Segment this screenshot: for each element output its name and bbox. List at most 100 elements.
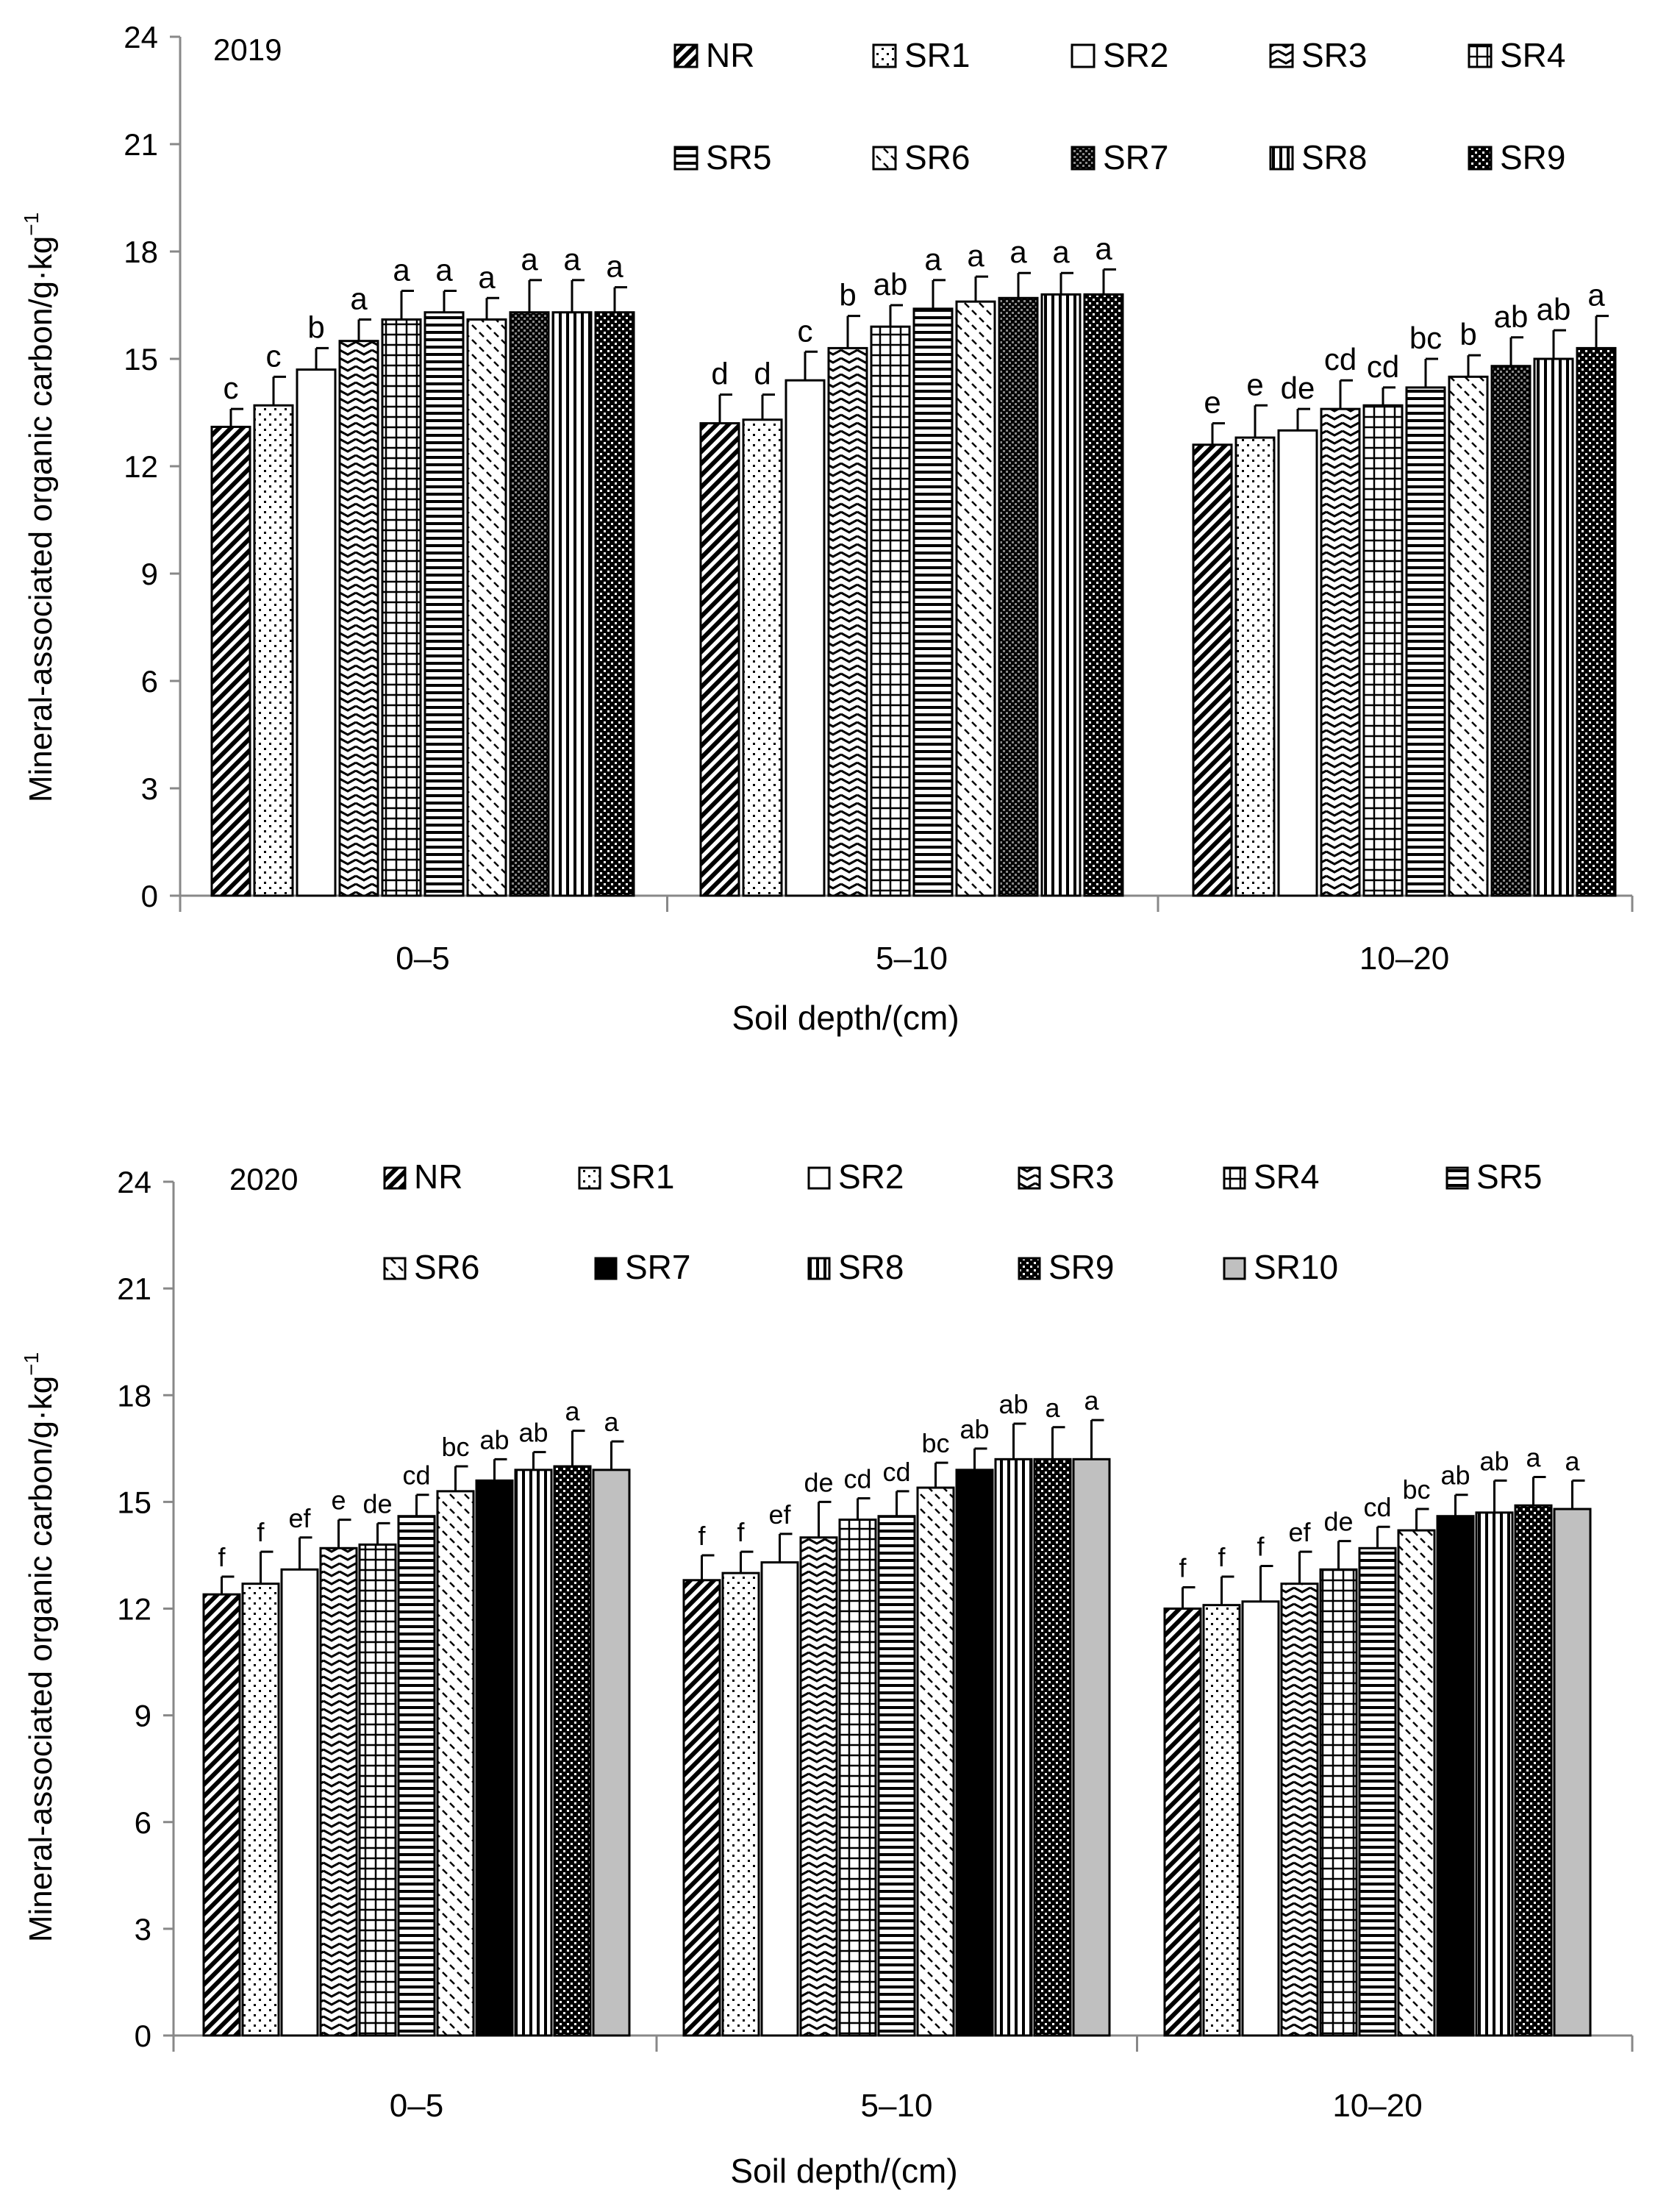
panel-2019-significance-letter: a (435, 253, 453, 288)
panel-2020-bar-nr-5-10 (682, 1579, 721, 2037)
panel-2020-bar-sr8-5-10 (994, 1458, 1033, 2037)
panel-2020-bar-sr6-10-20 (1397, 1529, 1436, 2037)
panel-2019-significance-letter: a (563, 242, 581, 276)
panel-2019-significance-letter: a (350, 281, 368, 315)
panel-2019-legend-swatch-sr6 (872, 146, 897, 171)
panel-2020-legend-label-sr8: SR8 (838, 1248, 904, 1286)
panel-2020-significance-letter: f (257, 1517, 265, 1547)
panel-2020-significance-letter: cd (882, 1457, 910, 1487)
panel-2019-legend-label-sr2: SR2 (1103, 36, 1168, 74)
panel-2020-legend-label-sr10: SR10 (1254, 1248, 1338, 1286)
panel-2020-significance-letter: cd (843, 1464, 871, 1494)
panel-2019-significance-letter: a (521, 242, 538, 276)
panel-2020-legend-label-sr4: SR4 (1254, 1157, 1319, 1196)
panel-2020-legend-label-sr2: SR2 (838, 1157, 904, 1196)
panel-2020-bar-sr4-10-20 (1319, 1568, 1358, 2037)
panel-2019-bar-sr4-0-5 (381, 318, 422, 897)
panel-2020-y-tick-label: 3 (135, 1912, 151, 1947)
panel-2020-bar-sr2-5-10 (760, 1561, 799, 2037)
panel-2020-bar-sr10-10-20 (1553, 1508, 1592, 2037)
panel-2020-y-tick-label: 24 (117, 1165, 151, 1199)
panel-2019-significance-letter: a (393, 253, 410, 288)
panel-2020-bar-sr2-10-20 (1241, 1600, 1280, 2037)
panel-2019-bar-sr5-5-10 (912, 307, 954, 897)
panel-2020-legend-swatch-nr (383, 1166, 407, 1190)
panel-2020-y-tick-label: 6 (135, 1805, 151, 1840)
panel-2019-legend-swatch-sr4 (1468, 43, 1493, 68)
panel-2020-significance-letter: a (1526, 1443, 1541, 1473)
panel-2020-bar-nr-0-5 (202, 1593, 241, 2037)
panel-2020-bar-sr6-0-5 (436, 1490, 475, 2037)
panel-2019-bar-sr6-0-5 (466, 318, 507, 897)
panel-2019-legend-label-sr6: SR6 (904, 138, 970, 176)
panel-2020-significance-letter: f (218, 1542, 226, 1572)
panel-2019-significance-letter: b (839, 278, 856, 313)
panel-2019-y-tick-label: 3 (141, 771, 158, 806)
panel-2020-bar-sr2-0-5 (280, 1568, 319, 2037)
panel-2020-bar-sr9-0-5 (553, 1465, 592, 2037)
panel-2019-legend-swatch-sr9 (1468, 146, 1493, 171)
panel-2019-bar-sr1-0-5 (253, 404, 294, 897)
panel-2020-bar-sr10-5-10 (1072, 1458, 1111, 2037)
panel-2019-legend-label-sr9: SR9 (1500, 138, 1565, 176)
panel-2019-significance-letter: b (307, 310, 324, 344)
panel-2019-legend-swatch-sr2 (1071, 43, 1096, 68)
panel-2019-legend-swatch-sr1 (872, 43, 897, 68)
panel-2020-significance-letter: ab (479, 1424, 509, 1455)
panel-2019-bar-sr1-10-20 (1234, 436, 1276, 897)
panel-2019-legend-swatch-nr (673, 43, 698, 68)
panel-2020-significance-letter: de (804, 1467, 833, 1497)
panel-2020-bar-sr4-5-10 (838, 1519, 877, 2037)
panel-2019-significance-letter: a (967, 238, 984, 273)
panel-2020-legend-label-sr9: SR9 (1048, 1248, 1114, 1286)
panel-2019-significance-letter: c (798, 313, 813, 348)
panel-2020-significance-letter: bc (921, 1428, 949, 1458)
panel-2019-significance-letter: c (266, 338, 282, 373)
panel-2020-significance-letter: cd (1363, 1492, 1391, 1522)
panel-2020-bar-sr1-0-5 (241, 1583, 280, 2037)
panel-2020-legend-swatch-sr6 (383, 1257, 407, 1280)
panel-2019-significance-letter: de (1281, 371, 1315, 405)
panel-2020-significance-letter: f (737, 1517, 745, 1547)
panel-2019-bar-sr8-0-5 (551, 311, 593, 897)
panel-2020-significance-letter: a (1045, 1393, 1060, 1423)
panel-2019-significance-letter: c (224, 371, 239, 405)
panel-2019-significance-letter: d (754, 357, 771, 391)
panel-2019-significance-letter: a (1587, 278, 1605, 313)
panel-2020-significance-letter: ab (518, 1418, 548, 1448)
panel-2019-bar-sr7-0-5 (509, 311, 550, 897)
panel-2019-significance-letter: bc (1409, 321, 1442, 355)
panel-2020-y-tick-label: 0 (135, 2019, 151, 2053)
panel-2020-bar-sr6-5-10 (916, 1486, 955, 2037)
panel-2019-significance-letter: ab (1537, 292, 1571, 327)
panel-2020-significance-letter: de (362, 1488, 392, 1519)
panel-2020-bar-sr4-0-5 (358, 1543, 397, 2037)
panel-2020-significance-letter: f (1257, 1531, 1265, 1561)
panel-2020-y-axis-label: Mineral-associated organic carbon/g·kg−1 (20, 1352, 59, 1942)
panel-2019-bar-sr5-10-20 (1405, 386, 1446, 897)
panel-2019-legend-swatch-sr7 (1071, 146, 1096, 171)
panel-2020-bar-sr7-5-10 (955, 1469, 994, 2037)
panel-2020-significance-letter: f (1218, 1542, 1226, 1572)
panel-2019-bar-sr2-10-20 (1277, 429, 1318, 897)
panel-2019-legend-swatch-sr8 (1269, 146, 1294, 171)
panel-2020-x-tick-label: 0–5 (390, 2088, 443, 2124)
panel-2019-legend-swatch-sr5 (673, 146, 698, 171)
panel-2020-significance-letter: ab (959, 1414, 989, 1444)
panel-2019-y-tick-label: 21 (124, 127, 158, 162)
panel-2020-legend-swatch-sr4 (1223, 1166, 1246, 1190)
panel-2019-bar-sr3-0-5 (338, 340, 379, 897)
panel-2020-legend-swatch-sr7 (594, 1257, 618, 1280)
panel-2020-legend-label-sr7: SR7 (625, 1248, 690, 1286)
panel-2020-significance-letter: bc (1402, 1474, 1430, 1505)
panel-2019-y-tick-label: 15 (124, 342, 158, 377)
panel-2020-bar-sr5-10-20 (1358, 1546, 1397, 2037)
panel-2019-bar-sr8-5-10 (1040, 293, 1082, 897)
panel-2020-bar-sr5-0-5 (397, 1515, 436, 2037)
panel-2020-y-tick-label: 21 (117, 1271, 151, 1306)
panel-2020-significance-letter: f (698, 1521, 706, 1551)
panel-2019-significance-letter: ab (1494, 299, 1529, 334)
